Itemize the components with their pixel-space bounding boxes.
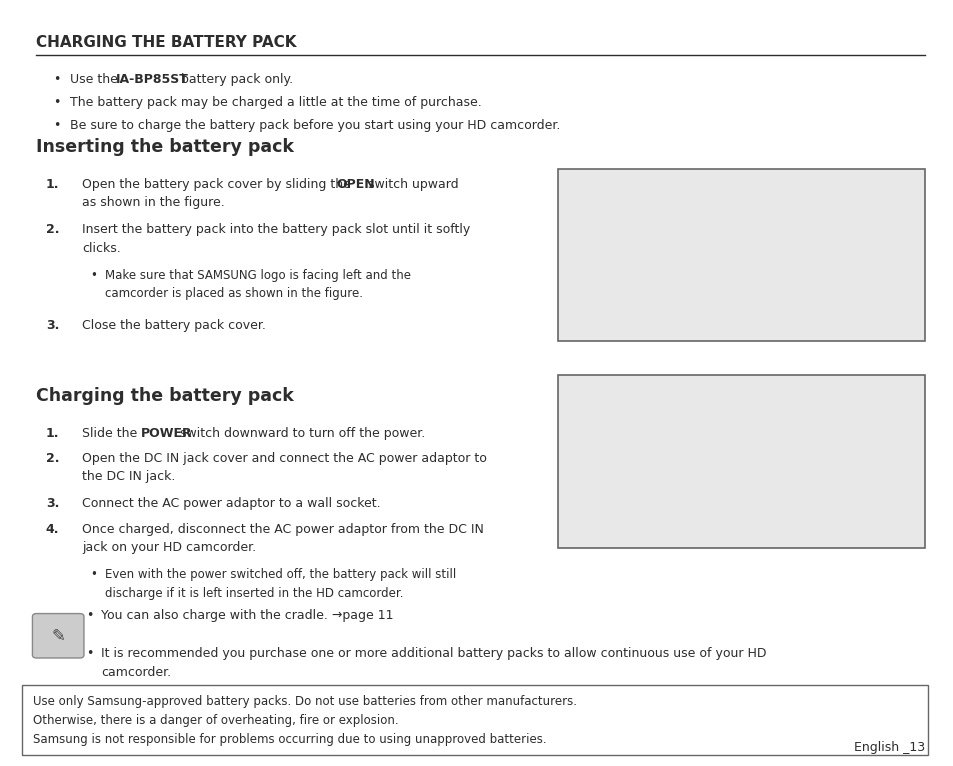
Text: Even with the power switched off, the battery pack will still: Even with the power switched off, the ba… — [105, 568, 456, 581]
Text: camcorder is placed as shown in the figure.: camcorder is placed as shown in the figu… — [105, 287, 362, 300]
Text: It is recommended you purchase one or more additional battery packs to allow con: It is recommended you purchase one or mo… — [101, 647, 766, 660]
Text: Slide the: Slide the — [82, 427, 141, 440]
Text: English _13: English _13 — [853, 741, 924, 754]
Text: as shown in the figure.: as shown in the figure. — [82, 196, 225, 209]
Text: Open the battery pack cover by sliding the: Open the battery pack cover by sliding t… — [82, 178, 355, 191]
Text: the DC IN jack.: the DC IN jack. — [82, 470, 175, 483]
Text: Close the battery pack cover.: Close the battery pack cover. — [82, 319, 266, 332]
Text: You can also charge with the cradle. →page 11: You can also charge with the cradle. →pa… — [101, 609, 394, 622]
Text: •: • — [53, 96, 61, 109]
Text: 3.: 3. — [46, 497, 59, 510]
Text: Once charged, disconnect the AC power adaptor from the DC IN: Once charged, disconnect the AC power ad… — [82, 522, 483, 535]
Text: 3.: 3. — [46, 319, 59, 332]
Text: •: • — [86, 609, 93, 622]
Text: •: • — [86, 647, 93, 660]
Text: ✎: ✎ — [51, 627, 65, 645]
Text: •: • — [53, 119, 61, 132]
Text: 1.: 1. — [46, 178, 59, 191]
Text: Use only Samsung-approved battery packs. Do not use batteries from other manufac: Use only Samsung-approved battery packs.… — [33, 695, 577, 746]
Text: IA-BP85ST: IA-BP85ST — [115, 73, 188, 86]
FancyBboxPatch shape — [558, 375, 924, 548]
Text: clicks.: clicks. — [82, 241, 121, 254]
Text: Charging the battery pack: Charging the battery pack — [36, 387, 294, 404]
Text: •: • — [91, 568, 97, 581]
Text: 2.: 2. — [46, 223, 59, 236]
Text: 1.: 1. — [46, 427, 59, 440]
Text: Be sure to charge the battery pack before you start using your HD camcorder.: Be sure to charge the battery pack befor… — [70, 119, 559, 132]
Text: Use the: Use the — [70, 73, 121, 86]
Text: discharge if it is left inserted in the HD camcorder.: discharge if it is left inserted in the … — [105, 587, 403, 600]
Text: Open the DC IN jack cover and connect the AC power adaptor to: Open the DC IN jack cover and connect th… — [82, 452, 486, 465]
Text: The battery pack may be charged a little at the time of purchase.: The battery pack may be charged a little… — [70, 96, 481, 109]
Text: POWER: POWER — [141, 427, 193, 440]
Text: jack on your HD camcorder.: jack on your HD camcorder. — [82, 541, 256, 554]
Text: switch upward: switch upward — [363, 178, 458, 191]
FancyBboxPatch shape — [32, 614, 84, 658]
Text: CHARGING THE BATTERY PACK: CHARGING THE BATTERY PACK — [36, 34, 296, 50]
Text: •: • — [53, 73, 61, 86]
Text: OPEN: OPEN — [336, 178, 375, 191]
Text: switch downward to turn off the power.: switch downward to turn off the power. — [175, 427, 424, 440]
Text: •: • — [91, 269, 97, 282]
Text: battery pack only.: battery pack only. — [177, 73, 294, 86]
FancyBboxPatch shape — [558, 169, 924, 341]
Text: Insert the battery pack into the battery pack slot until it softly: Insert the battery pack into the battery… — [82, 223, 470, 236]
Text: 4.: 4. — [46, 522, 59, 535]
Text: camcorder.: camcorder. — [101, 666, 172, 679]
Text: Connect the AC power adaptor to a wall socket.: Connect the AC power adaptor to a wall s… — [82, 497, 380, 510]
Text: Make sure that SAMSUNG logo is facing left and the: Make sure that SAMSUNG logo is facing le… — [105, 269, 411, 282]
Text: Inserting the battery pack: Inserting the battery pack — [36, 138, 294, 155]
FancyBboxPatch shape — [22, 685, 927, 755]
Text: 2.: 2. — [46, 452, 59, 465]
